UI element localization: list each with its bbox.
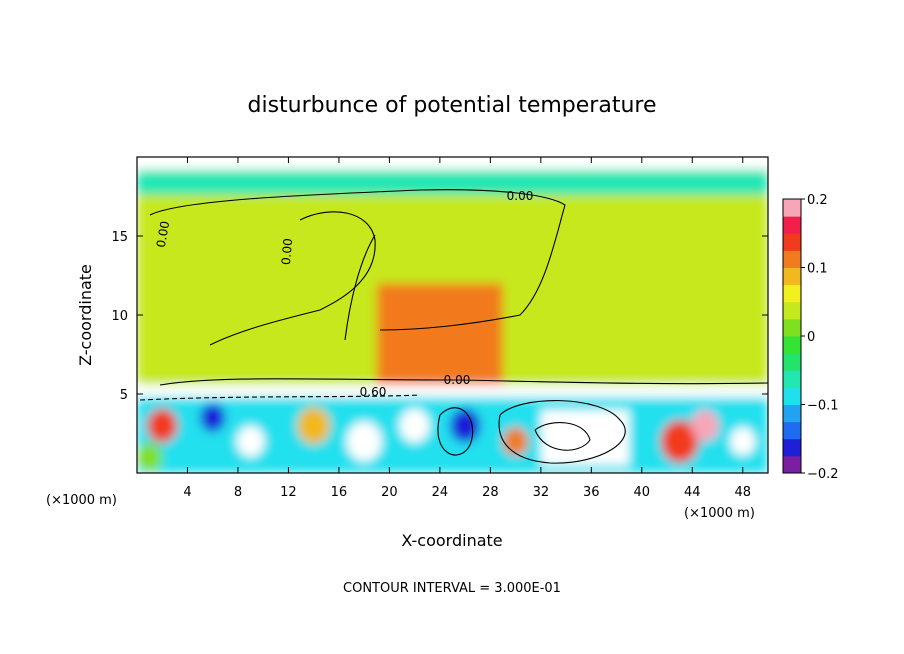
field-blob	[236, 425, 265, 458]
contour-label: 0.00	[279, 238, 295, 266]
x-tick-label: 36	[583, 485, 600, 500]
colorbar: 0.2 0.1 0 −0.1 −0.2	[782, 193, 839, 482]
contour-label: 0.00	[154, 220, 172, 249]
field-region	[137, 157, 768, 170]
y-tick-label: 10	[111, 309, 128, 324]
colorbar-swatch	[783, 455, 801, 474]
y-axis: 5 10 15	[111, 230, 768, 403]
colorbar-swatch	[783, 421, 801, 440]
colorbar-swatch	[783, 301, 801, 320]
colorbar-tick-label: −0.1	[807, 399, 839, 414]
x-tick-label: 8	[234, 485, 242, 500]
colorbar-tick-label: 0.1	[807, 262, 828, 277]
colorbar-tick-label: −0.2	[807, 467, 839, 482]
contour-label: 0.00	[444, 373, 471, 387]
x-tick-label: 4	[183, 485, 191, 500]
x-tick-label: 48	[734, 485, 751, 500]
chart-title: disturbunce of potential temperature	[248, 93, 657, 118]
contour-line	[159, 378, 768, 386]
colorbar-swatch	[783, 250, 801, 268]
colorbar-swatch	[783, 404, 801, 423]
field-blob	[346, 421, 382, 462]
contour-line	[344, 234, 376, 341]
colorbar-swatch	[783, 267, 801, 286]
x-tick-label: 32	[533, 485, 550, 500]
x-tick-label: 12	[280, 485, 297, 500]
x-tick-label: 44	[684, 485, 701, 500]
field-blob	[137, 442, 163, 472]
colorbar-swatch	[783, 353, 801, 371]
field-region	[137, 384, 768, 398]
x-unit-right: (×1000 m)	[684, 506, 755, 521]
field-region	[137, 169, 768, 195]
contour-label: 0.00	[507, 189, 534, 203]
colorbar-swatch	[783, 216, 801, 234]
contour-labels: 0.00 0.00 0.00 0.00 0.60	[154, 189, 534, 399]
contour-lines	[139, 189, 768, 464]
field-region	[376, 283, 503, 385]
field-blob	[660, 420, 699, 463]
field-blob	[399, 408, 430, 443]
colorbar-swatch	[783, 199, 801, 217]
contour-line	[139, 394, 421, 401]
field-blob	[449, 408, 481, 443]
colorbar-swatch	[783, 438, 801, 457]
field-blob	[297, 407, 331, 445]
colorbar-swatch	[783, 387, 801, 405]
x-tick-label: 24	[432, 485, 449, 500]
contour-label: 0.60	[360, 385, 387, 399]
colorbar-swatch	[783, 284, 801, 303]
contour-line	[534, 422, 591, 451]
x-tick-label: 16	[331, 485, 348, 500]
x-tick-label: 28	[482, 485, 499, 500]
y-axis-label: Z-coordinate	[76, 264, 95, 366]
contour-line	[209, 211, 376, 346]
x-unit-left: (×1000 m)	[46, 493, 117, 508]
y-tick-label: 15	[111, 230, 128, 245]
colorbar-swatch	[783, 336, 801, 354]
heatmap-field	[137, 157, 768, 473]
contour-line	[498, 400, 626, 464]
field-blob	[691, 409, 719, 442]
contour-interval-note: CONTOUR INTERVAL = 3.000E-01	[343, 581, 561, 596]
field-blob	[502, 427, 529, 456]
x-axis: 4 8 12 16 20 24 28 32 36 40 44 48	[183, 157, 751, 500]
field-blob	[147, 408, 178, 443]
colorbar-swatch	[783, 318, 801, 337]
colorbar-swatch	[783, 370, 801, 388]
contour-line	[149, 189, 566, 331]
colorbar-tick-label: 0.2	[807, 193, 828, 208]
colorbar-swatch	[783, 233, 801, 251]
x-tick-label: 20	[381, 485, 398, 500]
field-blob	[730, 427, 756, 456]
x-tick-label: 40	[634, 485, 651, 500]
field-blob	[200, 403, 226, 432]
field-region	[540, 409, 630, 466]
x-axis-label: X-coordinate	[401, 531, 502, 550]
colorbar-tick-label: 0	[807, 330, 815, 345]
contour-line	[437, 407, 474, 456]
y-tick-label: 5	[120, 388, 128, 403]
